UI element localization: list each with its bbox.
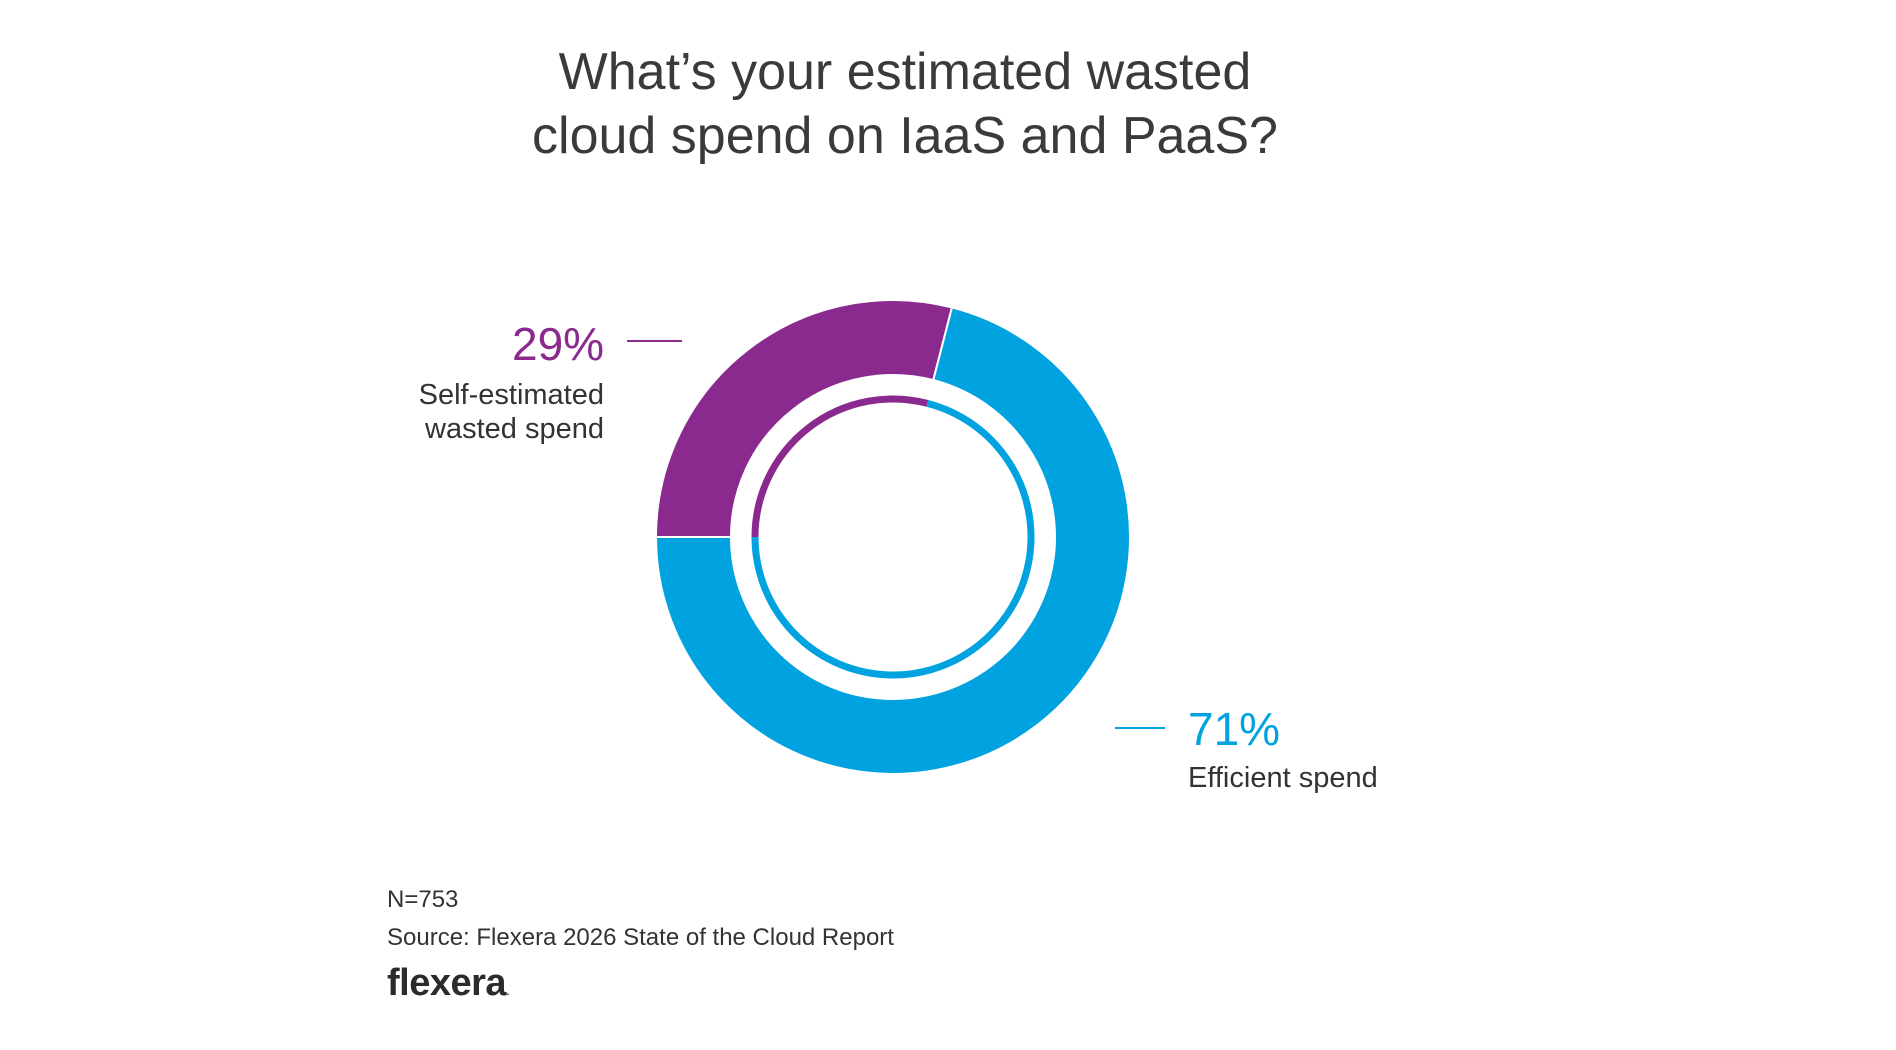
flexera-logo: flexera. — [387, 962, 510, 1004]
source-note: Source: Flexera 2026 State of the Cloud … — [387, 924, 894, 951]
efficient-leader-line — [1115, 727, 1165, 729]
wasted-leader-line — [627, 340, 682, 342]
wasted-segment-label-line-1: Self-estimated — [418, 379, 604, 411]
chart-title-line-2: cloud spend on IaaS and PaaS? — [532, 107, 1278, 165]
donut-slice-1 — [654, 306, 1131, 775]
wasted-segment-label-line-2: wasted spend — [425, 413, 604, 445]
sample-size-note: N=753 — [387, 886, 459, 913]
efficient-segment-label-line-1: Efficient spend — [1188, 762, 1378, 794]
wasted-segment-label: Self-estimated wasted spend — [419, 378, 604, 446]
wasted-percentage-label: 29% — [512, 318, 605, 370]
inner-ring-segment-0 — [751, 395, 929, 538]
efficient-segment-label: Efficient spend — [1188, 761, 1378, 795]
efficient-percentage-label: 71% — [1188, 703, 1281, 755]
chart-title-line-1: What’s your estimated wasted — [558, 43, 1252, 101]
inner-ring-segment-1 — [751, 399, 1035, 679]
chart-title: What’s your estimated wasted cloud spend… — [0, 40, 1810, 168]
donut-slice-0 — [654, 299, 954, 538]
